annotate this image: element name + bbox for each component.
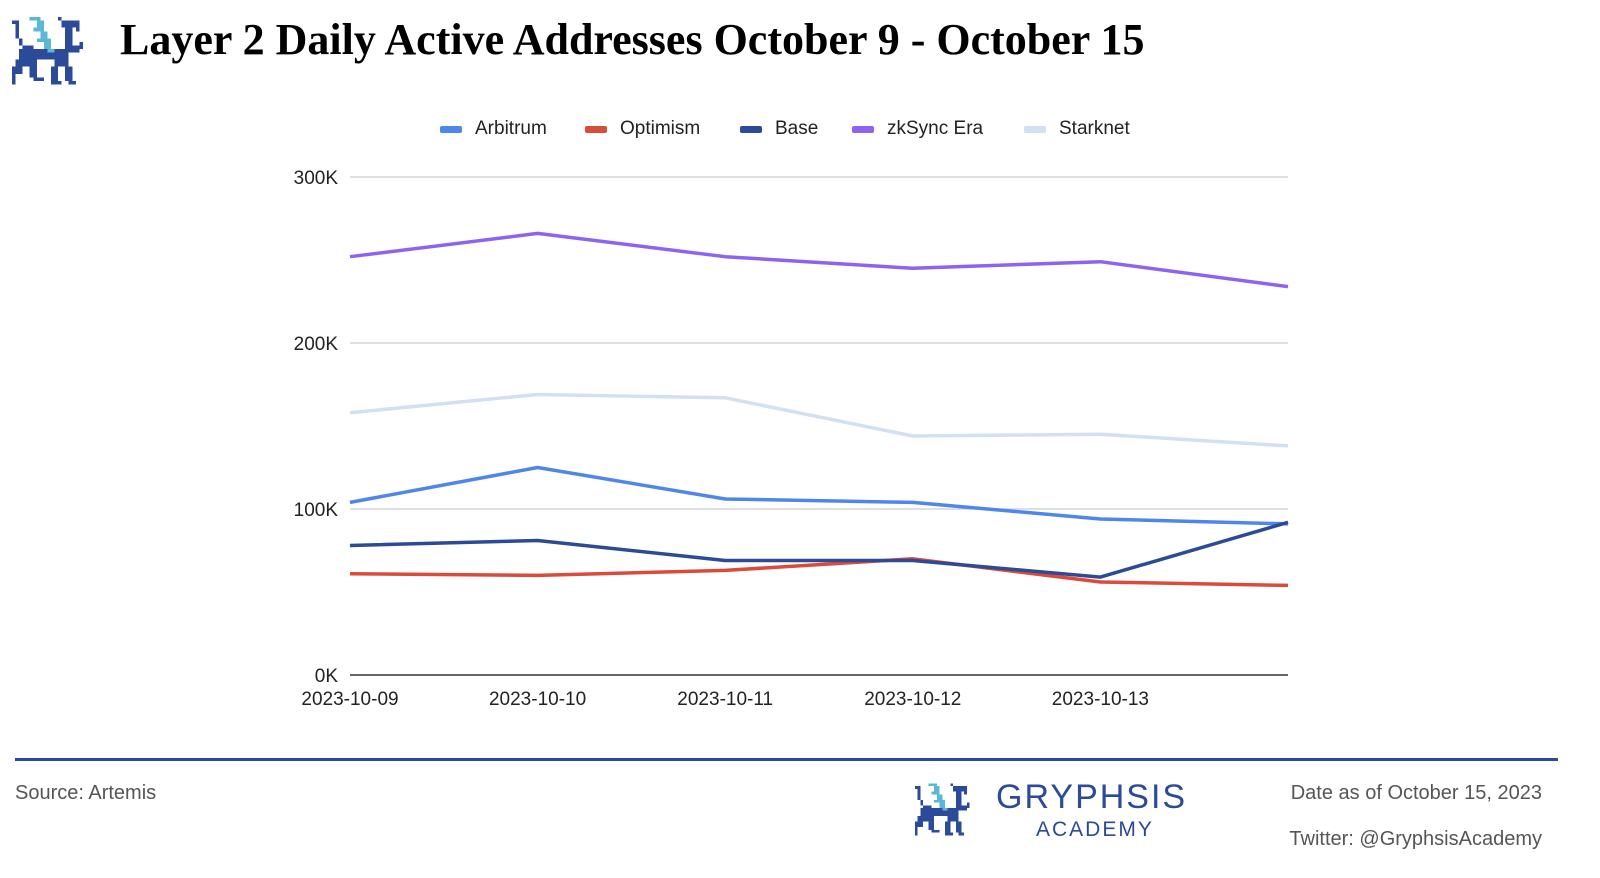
legend-item-starknet[interactable]: Starknet: [1024, 118, 1130, 140]
series-line-optimism: [349, 557, 1289, 588]
x-tick-label: 2023-10-12: [864, 689, 961, 710]
series-line-starknet: [349, 392, 1289, 448]
y-tick-label: 0K: [315, 666, 339, 687]
legend-label: Arbitrum: [475, 118, 547, 139]
chart-legend: Arbitrum Optimism Base zkSync Era Starkn…: [0, 118, 1600, 144]
legend-swatch-zksync-era: [852, 125, 874, 133]
legend-label: Starknet: [1059, 118, 1130, 139]
footer-divider: [15, 758, 1558, 761]
brand-subtitle: ACADEMY: [1036, 818, 1154, 841]
x-tick-label: 2023-10-09: [301, 689, 398, 710]
y-tick-label: 100K: [294, 500, 339, 521]
legend-item-optimism[interactable]: Optimism: [585, 118, 700, 140]
x-tick-label: 2023-10-10: [489, 689, 586, 710]
twitter-handle: Twitter: @GryphsisAcademy: [1289, 828, 1542, 850]
y-tick-label: 300K: [294, 168, 339, 189]
series-line-arbitrum: [349, 465, 1289, 526]
legend-item-zksync-era[interactable]: zkSync Era: [852, 118, 983, 140]
line-chart: 0K 100K 200K 300K 2023-10-09 2023-10-10 2023-1…: [294, 168, 1289, 710]
y-tick-label: 200K: [294, 334, 339, 355]
series-line-zksync-era: [349, 231, 1289, 289]
legend-swatch-arbitrum: [440, 125, 462, 133]
gryphsis-logo-icon: [12, 17, 83, 85]
legend-label: Optimism: [620, 118, 701, 139]
legend-swatch-optimism: [585, 125, 607, 133]
source-text: Source: Artemis: [15, 782, 157, 804]
legend-swatch-starknet: [1024, 125, 1046, 133]
x-tick-label: 2023-10-11: [677, 689, 773, 710]
gryphsis-footer-logo-icon: [915, 783, 970, 836]
series-line-base: [349, 520, 1289, 579]
chart-title: Layer 2 Daily Active Addresses October 9…: [120, 15, 1145, 64]
date-text: Date as of October 15, 2023: [1290, 782, 1542, 804]
legend-item-arbitrum[interactable]: Arbitrum: [440, 118, 547, 140]
x-tick-label: 2023-10-13: [1052, 689, 1149, 710]
brand-name: GRYPHSIS: [996, 778, 1188, 816]
legend-label: Base: [775, 118, 819, 139]
legend-item-base[interactable]: Base: [740, 118, 818, 140]
legend-swatch-base: [740, 125, 762, 133]
legend-label: zkSync Era: [887, 118, 984, 139]
